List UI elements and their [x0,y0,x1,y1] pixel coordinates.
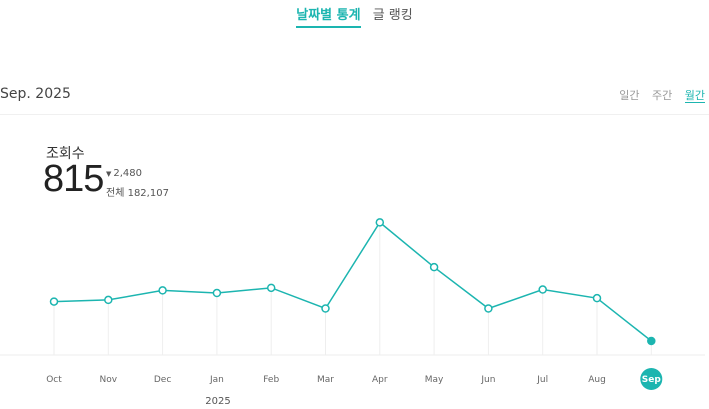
daily-option[interactable]: 일간 [619,89,640,102]
metric-value: 815 [43,158,104,200]
metric-total: 전체 182,107 [106,188,169,199]
year-label: 2025 [205,396,230,407]
x-tick-label[interactable]: May [425,375,444,385]
data-point[interactable] [266,283,276,293]
data-point[interactable] [375,218,385,227]
x-tick-label[interactable]: Sep [642,375,662,385]
x-tick-label[interactable]: Mar [317,375,334,385]
divider [0,114,709,115]
data-point[interactable] [592,293,602,303]
x-tick-label[interactable]: Jul [536,375,548,385]
x-tick-label[interactable]: Apr [372,375,388,385]
data-point[interactable] [647,336,656,346]
periodicity-toggle: 일간 주간 월간 [610,87,705,103]
data-point[interactable] [538,285,547,294]
down-arrow-icon: ▼ [106,170,112,178]
weekly-option[interactable]: 주간 [652,89,673,102]
x-tick-label[interactable]: Jan [209,375,224,385]
data-point[interactable] [321,304,330,313]
data-point[interactable] [104,295,113,305]
metric-change: ▼ 2,480 [106,168,142,179]
x-tick-label[interactable]: Oct [46,375,62,385]
data-point[interactable] [484,304,493,313]
metric-label: 조회수 [46,146,85,162]
selected-month-badge [640,368,663,390]
x-tick-label[interactable]: Dec [154,375,171,385]
data-point[interactable] [49,297,59,306]
change-value: 2,480 [113,168,143,179]
monthly-option[interactable]: 월간 [684,89,705,103]
period-label: Sep. 2025 [0,86,71,102]
data-point[interactable] [212,288,222,298]
data-point[interactable] [158,286,167,295]
tab-date-stats[interactable]: 날짜별 통계 [296,4,361,28]
stats-tabs: 날짜별 통계 글 랭킹 [0,4,709,28]
x-tick-label[interactable]: Aug [588,375,606,385]
x-tick-label[interactable]: Feb [263,375,279,385]
data-point[interactable] [429,262,439,272]
x-tick-label[interactable]: Nov [100,375,118,385]
x-tick-label[interactable]: Jun [480,375,495,385]
tab-post-ranking[interactable]: 글 랭킹 [372,8,413,23]
series-line [53,221,652,342]
